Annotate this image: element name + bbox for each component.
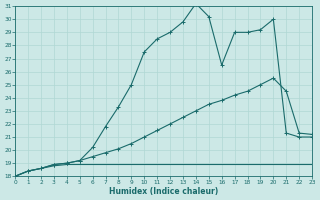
X-axis label: Humidex (Indice chaleur): Humidex (Indice chaleur): [109, 187, 218, 196]
